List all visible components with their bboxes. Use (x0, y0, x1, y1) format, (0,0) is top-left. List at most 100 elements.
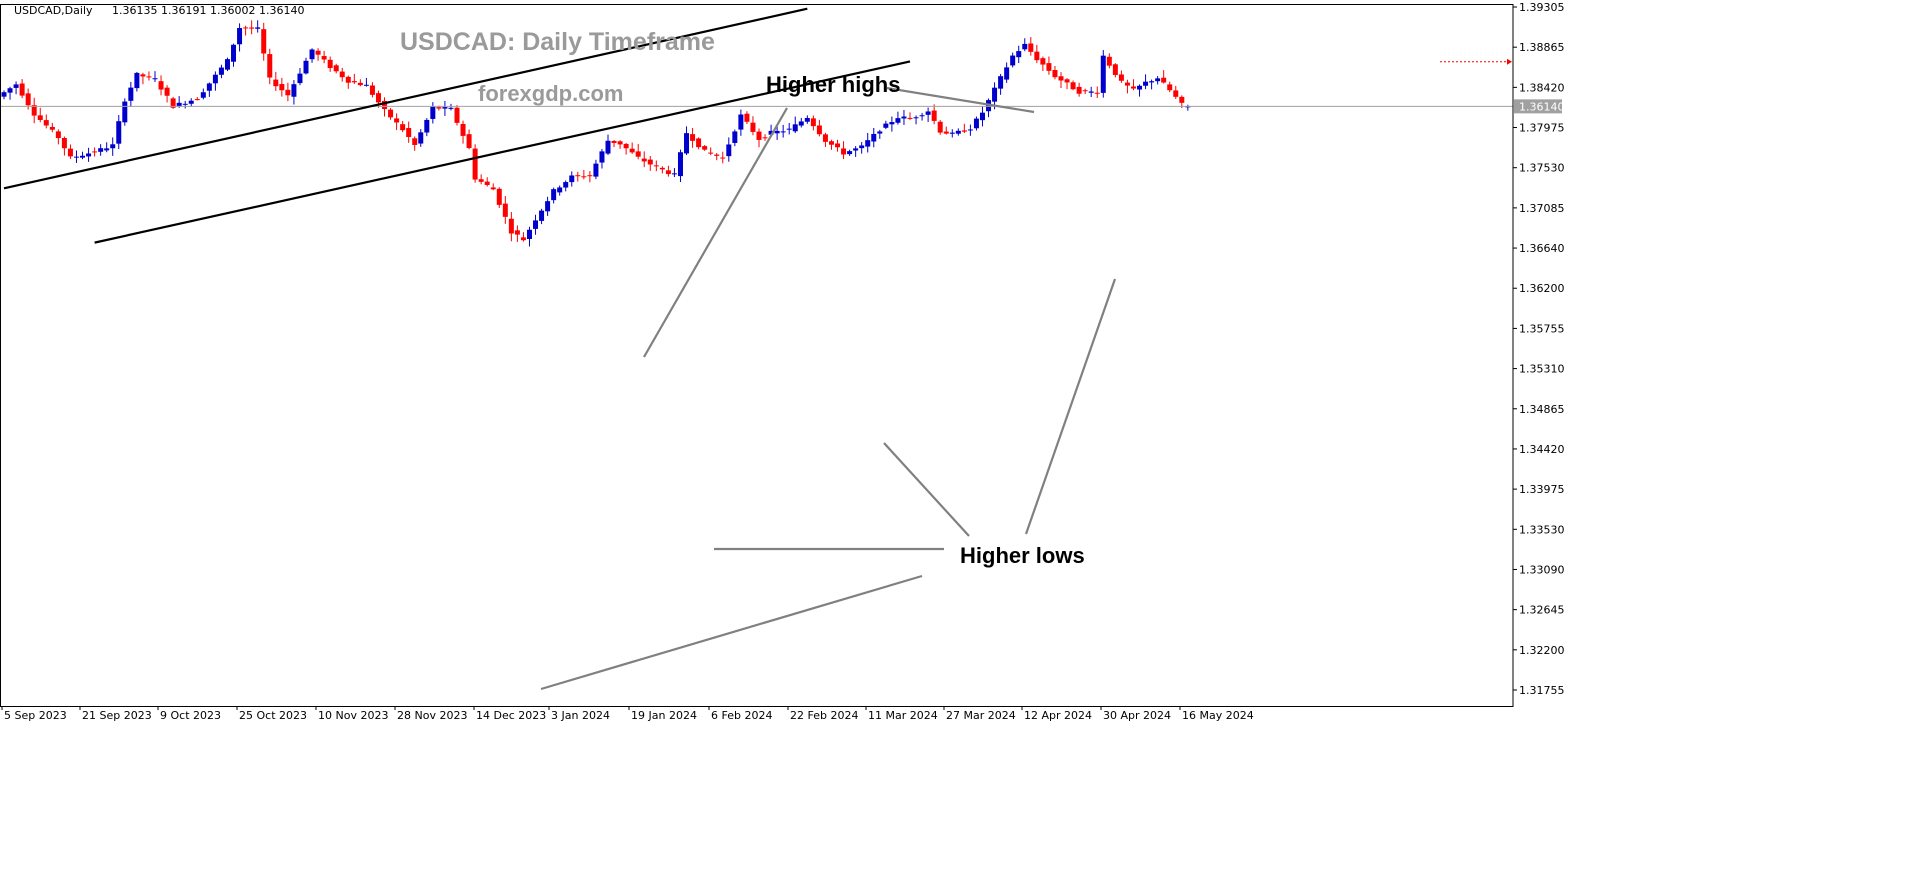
y-tick-label: 1.35755 (1519, 322, 1565, 335)
bear-candle (1161, 77, 1167, 83)
x-tick-label: 16 May 2024 (1182, 709, 1254, 722)
y-tick-label: 1.39305 (1519, 1, 1565, 14)
bull-candle (798, 121, 804, 126)
bear-candle (931, 110, 937, 121)
bull-candle (913, 117, 919, 119)
bear-candle (1040, 58, 1046, 65)
bull-candle (182, 103, 188, 105)
bull-candle (86, 153, 92, 157)
bear-candle (581, 176, 587, 178)
bear-candle (1070, 82, 1076, 90)
bull-candle (1016, 51, 1022, 58)
bull-candle (98, 148, 104, 152)
bear-candle (285, 89, 291, 96)
candles-group (1, 20, 1191, 247)
bear-candle (720, 157, 726, 159)
bear-candle (369, 85, 375, 95)
bull-candle (1022, 43, 1028, 50)
bull-candle (1137, 85, 1143, 90)
bear-candle (696, 138, 702, 148)
bull-candle (557, 187, 563, 193)
bull-candle (418, 132, 424, 144)
x-tick-label: 6 Feb 2024 (711, 709, 772, 722)
bull-candle (955, 130, 961, 134)
bull-candle (73, 156, 79, 158)
bear-candle (19, 83, 25, 96)
bull-candle (998, 76, 1004, 89)
y-tick-label: 1.32645 (1519, 604, 1565, 617)
y-tick-label: 1.38420 (1519, 81, 1565, 94)
bull-candle (442, 107, 448, 109)
bear-candle (708, 152, 714, 154)
bull-candle (206, 83, 212, 91)
bear-candle (55, 131, 61, 139)
x-tick-label: 25 Oct 2023 (239, 709, 307, 722)
bull-candle (605, 140, 611, 154)
bear-candle (587, 175, 593, 177)
bear-candle (382, 100, 388, 110)
alert-arrow (1507, 58, 1512, 65)
bull-candle (200, 92, 206, 98)
bear-candle (460, 123, 466, 136)
annotation-pointer (643, 107, 788, 358)
bull-candle (545, 201, 551, 212)
bear-candle (345, 76, 351, 83)
bear-candle (1064, 79, 1070, 83)
y-tick-label: 1.34420 (1519, 443, 1565, 456)
bear-candle (1112, 64, 1118, 75)
x-tick-label: 5 Sep 2023 (4, 709, 67, 722)
bull-candle (526, 229, 532, 239)
bear-candle (484, 181, 490, 185)
bull-candle (291, 84, 297, 97)
bear-candle (1179, 96, 1185, 103)
bull-candle (1155, 78, 1161, 82)
bear-candle (1167, 84, 1173, 91)
bear-candle (327, 59, 333, 69)
bull-candle (895, 118, 901, 123)
axes-group: 1.39305 1.38865 1.38420 1.37975 1.37530 1.370… (0, 1, 1565, 722)
x-tick-label: 14 Dec 2023 (476, 709, 546, 722)
y-tick-label: 1.31755 (1519, 684, 1565, 697)
bear-candle (436, 107, 442, 109)
bull-candle (973, 118, 979, 129)
bear-candle (907, 117, 913, 119)
bear-candle (406, 128, 412, 137)
bear-candle (490, 187, 496, 190)
bear-candle (140, 74, 146, 77)
bull-candle (853, 148, 859, 151)
bear-candle (653, 165, 659, 167)
plot-frame (0, 4, 1514, 707)
ohlc-readout: 1.36135 1.36191 1.36002 1.36140 (112, 4, 304, 17)
bull-candle (726, 144, 732, 157)
bull-candle (792, 124, 798, 132)
bear-candle (1052, 70, 1058, 78)
bear-candle (1106, 56, 1112, 66)
bull-candle (593, 163, 599, 177)
bear-candle (67, 148, 73, 157)
bear-candle (502, 203, 508, 217)
bear-candle (146, 76, 152, 78)
bear-candle (466, 134, 472, 149)
bull-candle (297, 73, 303, 84)
bear-candle (744, 113, 750, 122)
y-tick-label: 1.33530 (1519, 523, 1565, 536)
bull-candle (919, 115, 925, 117)
bear-candle (170, 98, 176, 108)
bull-candle (883, 123, 889, 128)
bear-candle (43, 120, 49, 126)
bear-candle (635, 151, 641, 157)
bear-candle (37, 115, 43, 120)
x-tick-label: 12 Apr 2024 (1024, 709, 1092, 722)
bear-candle (1130, 86, 1136, 89)
bear-candle (943, 131, 949, 134)
bull-candle (533, 220, 539, 229)
bull-candle (551, 189, 557, 201)
x-tick-label: 11 Mar 2024 (868, 709, 938, 722)
y-tick-label: 1.36640 (1519, 242, 1565, 255)
bear-candle (388, 109, 394, 118)
bull-candle (1100, 55, 1106, 93)
bull-candle (218, 67, 224, 75)
chart-subtitle: forexgdp.com (478, 81, 623, 106)
bear-candle (31, 105, 37, 116)
